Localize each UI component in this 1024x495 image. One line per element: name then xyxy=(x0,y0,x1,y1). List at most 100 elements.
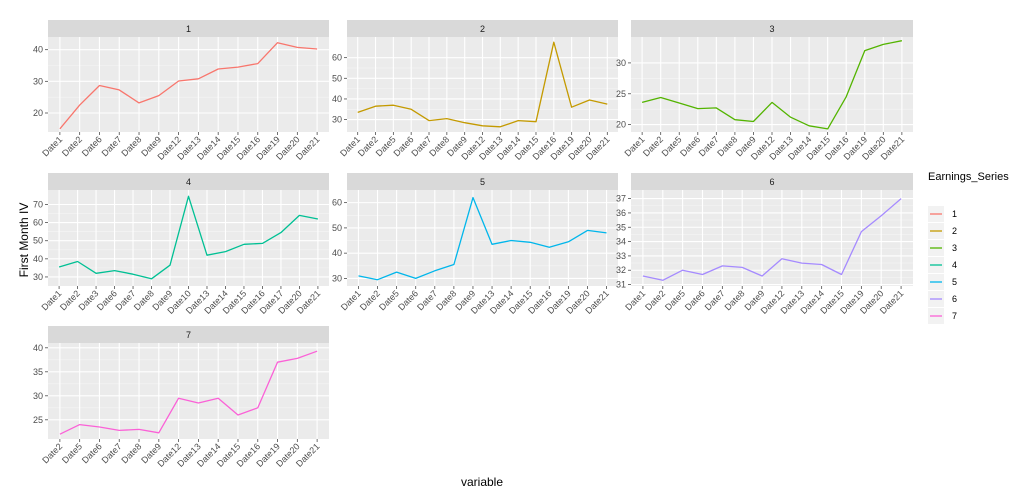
plot-background xyxy=(48,37,329,132)
facet-strip-label: 2 xyxy=(480,24,485,34)
facet-strip xyxy=(347,20,618,37)
x-tick-label: Date8 xyxy=(715,134,739,158)
facet-strip-label: 7 xyxy=(186,330,191,340)
y-tick-label: 40 xyxy=(332,94,342,104)
x-tick-label: Date2 xyxy=(358,288,382,312)
facet-strip-label: 1 xyxy=(186,24,191,34)
x-tick-label: Date7 xyxy=(100,441,124,465)
x-tick-label: Date5 xyxy=(660,134,684,158)
legend-entry-6: 6 xyxy=(928,291,957,307)
x-tick-label: Date5 xyxy=(377,288,401,312)
x-tick-label: Date8 xyxy=(119,134,143,158)
legend-label: 1 xyxy=(952,209,957,219)
x-tick-label: Date1 xyxy=(339,288,363,312)
legend-label: 6 xyxy=(952,294,957,304)
panel-4: 4 30 40 50 60 70 Date1Date2Date3Date6Date7Date… xyxy=(33,173,329,316)
x-tick-label: Date6 xyxy=(80,134,104,158)
legend: Earnings_Series 1 2 3 4 5 6 7 xyxy=(928,171,1009,324)
x-tick-label: Date8 xyxy=(723,288,747,312)
series-line-5 xyxy=(358,196,607,281)
y-tick-label: 50 xyxy=(332,223,342,233)
y-tick-label: 35 xyxy=(33,367,43,377)
series-line-7 xyxy=(59,350,318,435)
x-tick-label: Date5 xyxy=(663,288,687,312)
x-tick-label: Date3 xyxy=(76,288,100,312)
y-axis-title: First Month IV xyxy=(17,203,31,278)
legend-entry-3: 3 xyxy=(928,240,957,256)
x-axis-title: variable xyxy=(461,475,503,489)
panel-1: 1203040Date1Date2Date6Date7Date8Date9Dat… xyxy=(33,20,329,162)
x-tick-label: Date2 xyxy=(643,288,667,312)
x-tick-label: Date6 xyxy=(95,288,119,312)
x-tick-label: Date1 xyxy=(40,134,64,158)
y-tick-label: 40 xyxy=(33,254,43,264)
y-tick-label: 35 xyxy=(616,222,626,232)
x-tick-label: Date8 xyxy=(119,441,143,465)
y-tick-label: 30 xyxy=(33,272,43,282)
panel-3: 3202530Date1Date2Date5Date6Date7Date8Dat… xyxy=(616,20,913,162)
legend-title: Earnings_Series xyxy=(928,171,1009,183)
y-tick-label: 37 xyxy=(616,194,626,204)
x-tick-label: Date7 xyxy=(697,134,721,158)
plot-background xyxy=(347,190,618,286)
y-tick-label: 40 xyxy=(332,248,342,258)
y-tick-label: 33 xyxy=(616,251,626,261)
y-tick-label: 30 xyxy=(33,76,43,86)
facet-strip-label: 4 xyxy=(186,177,191,187)
x-tick-label: Date2 xyxy=(641,134,665,158)
x-tick-label: Date1 xyxy=(39,288,63,312)
x-tick-label: Date7 xyxy=(415,288,439,312)
y-tick-label: 30 xyxy=(332,115,342,125)
y-tick-label: 60 xyxy=(33,218,43,228)
x-tick-label: Date1 xyxy=(622,134,646,158)
x-tick-label: Date6 xyxy=(396,288,420,312)
legend-entry-7: 7 xyxy=(928,308,957,324)
legend-entry-1: 1 xyxy=(928,206,957,222)
facet-strip xyxy=(347,173,618,190)
legend-label: 3 xyxy=(952,243,957,253)
y-tick-label: 36 xyxy=(616,208,626,218)
legend-label: 4 xyxy=(952,260,957,270)
legend-label: 5 xyxy=(952,277,957,287)
series-line-6 xyxy=(642,198,902,281)
facet-strip-label: 3 xyxy=(769,24,774,34)
x-tick-label: Date6 xyxy=(683,288,707,312)
series-line-2 xyxy=(357,41,608,128)
facet-strip xyxy=(48,20,329,37)
y-tick-label: 32 xyxy=(616,265,626,275)
y-tick-label: 40 xyxy=(33,343,43,353)
x-tick-label: Date6 xyxy=(678,134,702,158)
facet-strip-label: 6 xyxy=(769,177,774,187)
plot-background xyxy=(48,343,329,439)
series-line-4 xyxy=(58,195,319,280)
x-tick-label: Date2 xyxy=(40,441,64,465)
x-tick-label: Date5 xyxy=(60,441,84,465)
facet-strip xyxy=(631,173,913,190)
series-line-1 xyxy=(59,42,318,130)
legend-entry-5: 5 xyxy=(928,274,957,290)
plot-background xyxy=(631,190,913,286)
x-tick-label: Date2 xyxy=(60,134,84,158)
y-tick-label: 50 xyxy=(332,73,342,83)
y-tick-label: 20 xyxy=(616,120,626,130)
x-tick-label: Date7 xyxy=(100,134,124,158)
y-tick-label: 25 xyxy=(33,415,43,425)
panels: 1203040Date1Date2Date6Date7Date8Date9Dat… xyxy=(33,20,913,469)
panel-2: 230405060Date1Date2Date5Date6Date7Date8D… xyxy=(332,20,618,162)
facet-strip-label: 5 xyxy=(480,177,485,187)
x-tick-label: Date7 xyxy=(113,288,137,312)
legend-label: 7 xyxy=(952,311,957,321)
panel-6: 6 31 32 33 34 35 36 37 Date1Date2Date5Date6Date7… xyxy=(616,173,913,316)
facet-strip xyxy=(48,326,329,343)
y-tick-label: 25 xyxy=(616,89,626,99)
facet-strip xyxy=(631,20,913,37)
legend-entry-2: 2 xyxy=(928,223,957,239)
y-tick-label: 20 xyxy=(33,108,43,118)
x-tick-label: Date8 xyxy=(434,288,458,312)
y-tick-label: 60 xyxy=(332,198,342,208)
y-tick-label: 50 xyxy=(33,236,43,246)
y-tick-label: 40 xyxy=(33,45,43,55)
x-tick-label: Date8 xyxy=(132,288,156,312)
y-tick-label: 34 xyxy=(616,237,626,247)
